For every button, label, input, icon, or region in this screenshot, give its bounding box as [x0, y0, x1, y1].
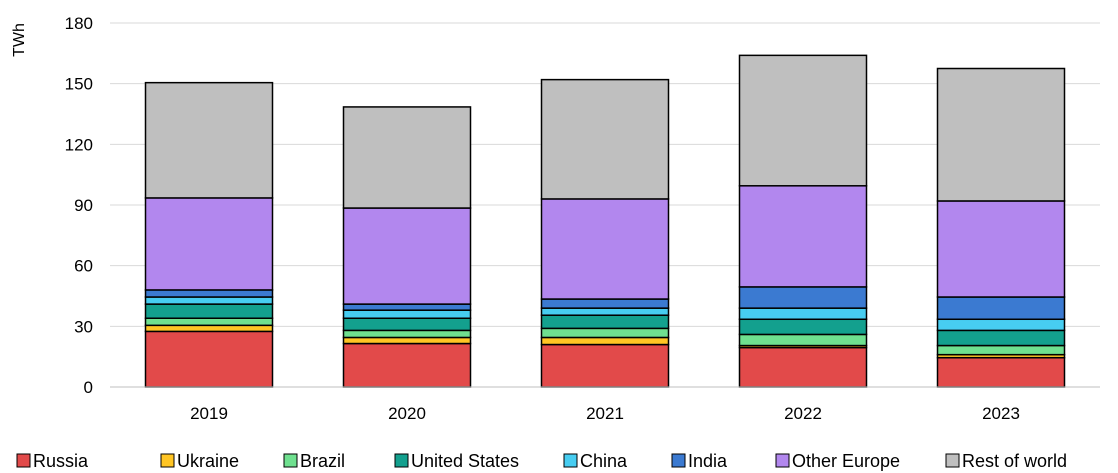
bar-segment-china	[936, 318, 1066, 332]
bar-segment-china	[342, 309, 472, 319]
legend-swatch	[394, 453, 409, 468]
bar-segment-china	[144, 296, 274, 305]
legend-label: Rest of world	[962, 451, 1067, 471]
bar-segment-other-europe	[342, 207, 472, 305]
bar-segment-india	[144, 289, 274, 298]
bar-segment-united-states	[342, 317, 472, 332]
y-tick-label: 30	[74, 317, 93, 336]
legend-item: Russia	[16, 451, 89, 471]
bar-segment-other-europe	[738, 185, 868, 288]
bar-segment-russia	[936, 356, 1066, 388]
legend-label: Ukraine	[177, 451, 239, 471]
legend-swatch	[671, 453, 686, 468]
bar-segment-united-states	[936, 329, 1066, 347]
bar-segment-rest-of-world	[144, 81, 274, 199]
legend-swatch	[283, 453, 298, 468]
bar-segment-brazil	[936, 344, 1066, 356]
bar-segment-brazil	[540, 327, 670, 339]
bar-segment-other-europe	[540, 198, 670, 300]
x-axis-ticks: 2019 2020 2021 2022 2023	[190, 404, 1020, 423]
bar-segment-other-europe	[144, 197, 274, 291]
legend-item: China	[563, 451, 628, 471]
x-tick-label: 2023	[982, 404, 1020, 423]
legend-swatch	[16, 453, 31, 468]
legend-item: Other Europe	[775, 451, 900, 471]
bar-segment-united-states	[144, 303, 274, 319]
bar-segment-russia	[540, 343, 670, 388]
legend-item: India	[671, 451, 728, 471]
legend-label: India	[688, 451, 728, 471]
bars	[144, 54, 1066, 388]
x-tick-label: 2019	[190, 404, 228, 423]
legend-label: Brazil	[300, 451, 345, 471]
bar-segment-united-states	[540, 314, 670, 330]
legend-swatch	[945, 453, 960, 468]
x-tick-label: 2020	[388, 404, 426, 423]
y-tick-label: 0	[84, 378, 93, 397]
legend-swatch	[160, 453, 175, 468]
bar-segment-united-states	[738, 318, 868, 336]
legend-item: Ukraine	[160, 451, 239, 471]
y-tick-label: 180	[65, 14, 93, 33]
legend-label: United States	[411, 451, 519, 471]
legend-label: China	[580, 451, 628, 471]
bar-segment-ukraine	[540, 336, 670, 346]
legend-item: Brazil	[283, 451, 345, 471]
y-tick-label: 60	[74, 257, 93, 276]
bar-segment-ukraine	[144, 324, 274, 333]
bar-segment-rest-of-world	[738, 54, 868, 187]
bar-segment-rest-of-world	[936, 67, 1066, 202]
legend-swatch	[775, 453, 790, 468]
bar-segment-india	[342, 303, 472, 311]
bar-segment-brazil	[144, 317, 274, 327]
bar-segment-india	[540, 298, 670, 309]
bar-segment-rest-of-world	[342, 106, 472, 209]
legend-swatch	[563, 453, 578, 468]
bar-segment-china	[738, 307, 868, 321]
y-tick-label: 150	[65, 75, 93, 94]
y-axis-ticks: 0 30 60 90 120 150 180	[65, 14, 93, 397]
legend-item: Rest of world	[945, 451, 1067, 471]
bar-segment-india	[738, 286, 868, 309]
y-tick-label: 120	[65, 135, 93, 154]
x-tick-label: 2021	[586, 404, 624, 423]
bar-segment-india	[936, 296, 1066, 321]
legend-item: United States	[394, 451, 519, 471]
bar-segment-ukraine	[342, 336, 472, 345]
bar-segment-rest-of-world	[540, 78, 670, 200]
bar-segment-brazil	[738, 333, 868, 347]
legend-label: Russia	[33, 451, 89, 471]
bar-segment-brazil	[342, 329, 472, 339]
bar-segment-china	[540, 307, 670, 316]
bar-segment-russia	[144, 330, 274, 388]
x-tick-label: 2022	[784, 404, 822, 423]
bar-segment-russia	[738, 346, 868, 388]
y-axis-title: TWh	[11, 23, 28, 57]
legend: Russia Ukraine Brazil United States China Ind…	[16, 451, 1067, 471]
bar-segment-other-europe	[936, 200, 1066, 298]
legend-label: Other Europe	[792, 451, 900, 471]
bar-segment-russia	[342, 342, 472, 388]
y-tick-label: 90	[74, 196, 93, 215]
